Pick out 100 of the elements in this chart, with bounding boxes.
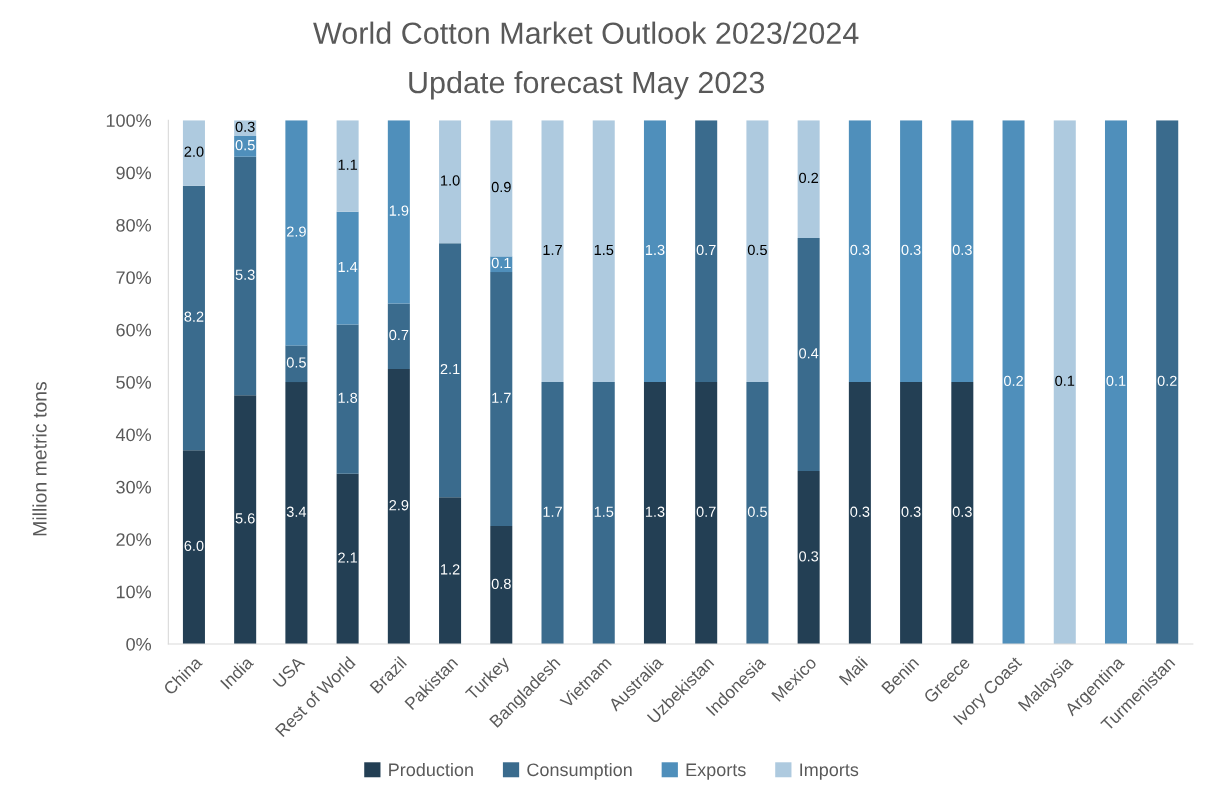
annotation: 0.5 <box>286 357 306 368</box>
bar <box>182 120 205 186</box>
y-axis-title: Million metric tons <box>32 381 47 536</box>
bar <box>387 368 410 644</box>
annotation: 1.4 <box>338 261 358 272</box>
bar <box>490 272 513 527</box>
bar <box>1104 120 1128 644</box>
legend-label: Production <box>389 762 473 777</box>
bar <box>900 120 923 383</box>
bar <box>951 120 974 383</box>
bar <box>387 303 410 369</box>
annotation: 0.7 <box>696 506 716 517</box>
annotation: 1.5 <box>594 506 614 517</box>
y-tick-label: 80% <box>116 218 152 232</box>
y-tick-label: 90% <box>116 166 152 180</box>
annotation: 2.1 <box>440 363 460 375</box>
bar <box>643 382 666 644</box>
annotation: 0.7 <box>696 244 716 256</box>
bar <box>592 382 615 644</box>
annotation: 3.4 <box>286 506 307 517</box>
annotation: 0.3 <box>952 244 972 256</box>
annotation: 6.0 <box>184 540 204 551</box>
bar <box>439 120 462 244</box>
y-tick-label: 70% <box>116 271 152 285</box>
bar <box>336 324 359 474</box>
annotation: 0.3 <box>235 121 255 132</box>
bar <box>746 120 769 383</box>
bar <box>336 211 359 325</box>
chart-title: World Cotton Market Outlook 2023/2024 <box>313 21 859 45</box>
bar <box>951 382 974 644</box>
annotation: 5.3 <box>235 269 255 280</box>
chart-subtitle: Update forecast May 2023 <box>409 70 764 100</box>
bar <box>1053 120 1076 644</box>
annotation: 0.3 <box>952 506 972 517</box>
annotation: 0.9 <box>491 181 511 193</box>
annotation: 0.2 <box>799 172 819 184</box>
annotation: 0.8 <box>491 578 511 589</box>
legend-label: Exports <box>686 763 746 780</box>
bar <box>695 382 718 644</box>
annotation: 1.3 <box>645 244 665 256</box>
legend-label: Consumption <box>527 762 632 780</box>
y-tick-label: 0% <box>126 637 152 651</box>
annotation: 1.8 <box>338 392 358 404</box>
y-tick-label: 30% <box>116 480 152 494</box>
bar <box>439 243 462 498</box>
annotation: 2.9 <box>389 500 409 511</box>
annotation: 1.2 <box>441 564 460 575</box>
bar <box>541 382 564 644</box>
annotation: 0.3 <box>850 244 870 256</box>
bar <box>797 471 820 644</box>
bar <box>234 395 257 644</box>
bar <box>182 185 205 451</box>
x-tick-label: USA <box>272 655 306 689</box>
annotation: 0.5 <box>235 139 255 151</box>
annotation: 0.3 <box>850 506 870 517</box>
annotation: 1.7 <box>492 392 511 403</box>
bar <box>439 497 462 644</box>
bar <box>490 120 513 257</box>
bar <box>900 382 923 644</box>
annotation: 1.0 <box>441 175 460 186</box>
annotation: 2.0 <box>184 146 204 157</box>
bar <box>848 120 871 383</box>
annotation: 0.1 <box>1055 375 1075 386</box>
bar <box>285 382 308 644</box>
bar <box>695 120 718 383</box>
annotation: 1.1 <box>338 159 358 170</box>
annotation: 0.1 <box>1106 375 1126 386</box>
annotation: 1.9 <box>389 205 409 216</box>
bar <box>490 526 513 644</box>
bar <box>182 450 205 644</box>
annotation: 0.5 <box>747 244 767 256</box>
bar <box>643 120 666 383</box>
bar <box>234 156 257 396</box>
annotation: 0.3 <box>799 551 819 562</box>
bar <box>1002 120 1025 644</box>
y-tick-label: 40% <box>115 428 152 442</box>
bar <box>1156 120 1179 644</box>
annotation: 0.7 <box>389 329 409 341</box>
annotation: 0.3 <box>901 244 921 256</box>
bar <box>592 120 615 383</box>
annotation: 8.2 <box>184 311 204 322</box>
annotation: 0.3 <box>901 506 921 517</box>
y-tick-label: 100% <box>106 114 152 127</box>
y-tick-label: 50% <box>116 376 152 389</box>
annotation: 0.2 <box>1157 375 1177 386</box>
bar <box>336 473 359 644</box>
annotation: 0.2 <box>1003 375 1023 386</box>
annotation: 2.9 <box>286 226 306 237</box>
annotation: 0.4 <box>799 348 819 359</box>
y-tick-label: 10% <box>116 585 152 599</box>
annotation: 2.1 <box>338 552 358 563</box>
annotation: 1.7 <box>543 244 562 255</box>
bar <box>336 120 359 212</box>
legend-label: Imports <box>800 763 859 780</box>
annotation: 1.7 <box>543 506 562 517</box>
annotation: 1.5 <box>594 244 614 256</box>
bar <box>541 120 564 383</box>
annotation: 1.3 <box>645 506 665 517</box>
bar <box>797 238 820 472</box>
bar <box>848 382 871 644</box>
